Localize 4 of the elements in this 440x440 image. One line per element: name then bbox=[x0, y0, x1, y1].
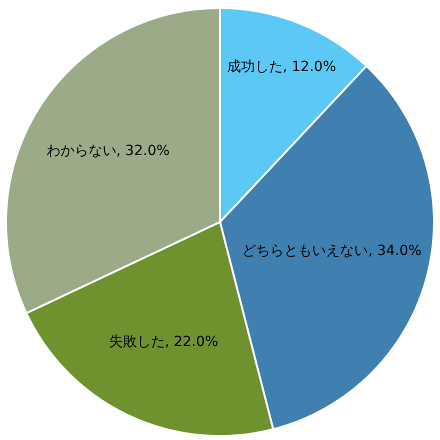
slice-label: 成功した, 12.0% bbox=[226, 58, 336, 77]
slice-label: どちらともいえない, 34.0% bbox=[242, 242, 422, 261]
slice-label: 失敗した, 22.0% bbox=[108, 333, 218, 352]
slice-label: わからない, 32.0% bbox=[46, 142, 170, 161]
